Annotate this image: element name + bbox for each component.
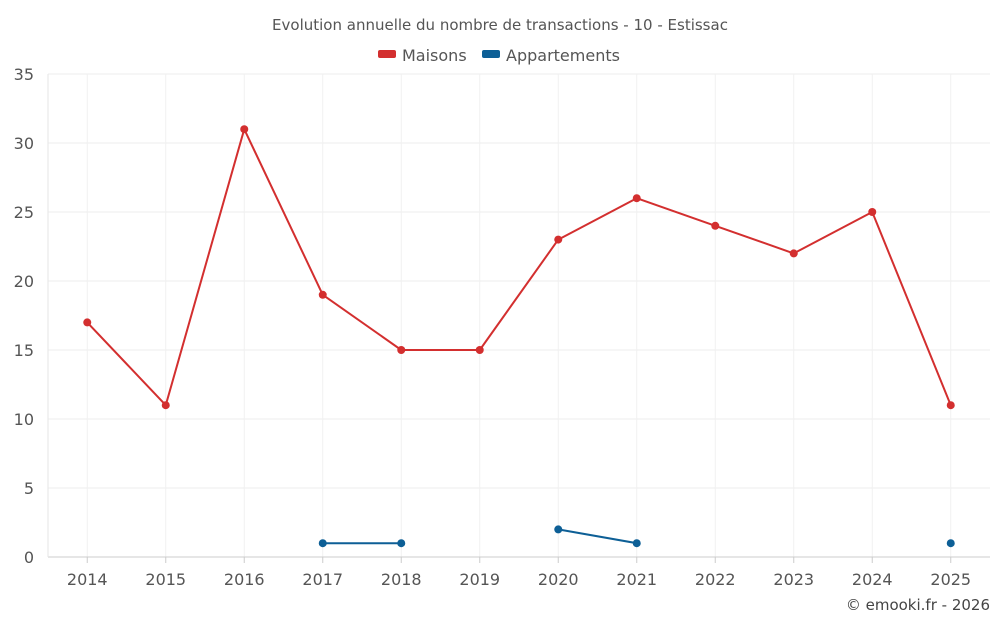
x-tick-label: 2014 (67, 570, 108, 589)
data-point-maisons-2022[interactable] (711, 221, 720, 230)
x-tick-label: 2018 (381, 570, 422, 589)
legend-label-maisons: Maisons (402, 46, 467, 65)
credit-text: © emooki.fr - 2026 (846, 596, 990, 614)
data-point-maisons-2019[interactable] (475, 346, 484, 354)
y-tick-label: 10 (14, 410, 34, 429)
x-tick-label: 2021 (616, 570, 657, 589)
legend: Maisons Appartements (378, 46, 620, 65)
y-tick-label: 25 (14, 203, 34, 222)
data-point-appartements-2025[interactable] (946, 539, 955, 548)
x-tick-label: 2020 (538, 570, 579, 589)
series-maisons (83, 125, 955, 410)
data-point-maisons-2024[interactable] (868, 208, 877, 216)
legend-item-maisons[interactable]: Maisons (378, 46, 467, 65)
data-point-maisons-2016[interactable] (240, 125, 249, 134)
y-tick-label: 35 (14, 65, 34, 84)
x-tick-label: 2024 (852, 570, 893, 589)
data-point-maisons-2020[interactable] (554, 235, 563, 244)
data-point-maisons-2015[interactable] (161, 401, 170, 410)
legend-item-appartements[interactable]: Appartements (482, 46, 620, 65)
data-point-appartements-2017[interactable] (318, 539, 327, 548)
x-tick-label: 2019 (459, 570, 500, 589)
data-point-maisons-2014[interactable] (83, 318, 92, 327)
legend-swatch-maisons (378, 50, 396, 58)
data-point-appartements-2020[interactable] (554, 525, 563, 534)
series-appartements (318, 525, 955, 548)
series-line-maisons (86, 128, 952, 407)
series (83, 125, 955, 548)
legend-label-appartements: Appartements (506, 46, 620, 65)
y-tick-label: 20 (14, 272, 34, 291)
data-point-maisons-2021[interactable] (632, 194, 641, 203)
data-point-appartements-2018[interactable] (397, 539, 406, 548)
x-tick-label: 2017 (302, 570, 343, 589)
data-point-maisons-2023[interactable] (789, 249, 798, 258)
y-tick-label: 5 (24, 479, 34, 498)
grid (48, 73, 990, 557)
y-tick-label: 15 (14, 341, 34, 360)
series-line-appartements (558, 528, 637, 545)
chart-title: Evolution annuelle du nombre de transact… (272, 16, 728, 34)
x-tick-label: 2015 (145, 570, 186, 589)
y-tick-label: 30 (14, 134, 34, 153)
x-tick-label: 2025 (930, 570, 971, 589)
data-point-maisons-2018[interactable] (397, 346, 406, 354)
data-point-maisons-2017[interactable] (318, 290, 327, 299)
legend-swatch-appartements (482, 50, 500, 58)
x-tick-label: 2022 (695, 570, 736, 589)
data-point-appartements-2021[interactable] (632, 539, 641, 548)
x-tick-label: 2023 (773, 570, 814, 589)
data-point-maisons-2025[interactable] (946, 401, 955, 410)
x-tick-label: 2016 (224, 570, 265, 589)
y-tick-label: 0 (24, 548, 34, 567)
